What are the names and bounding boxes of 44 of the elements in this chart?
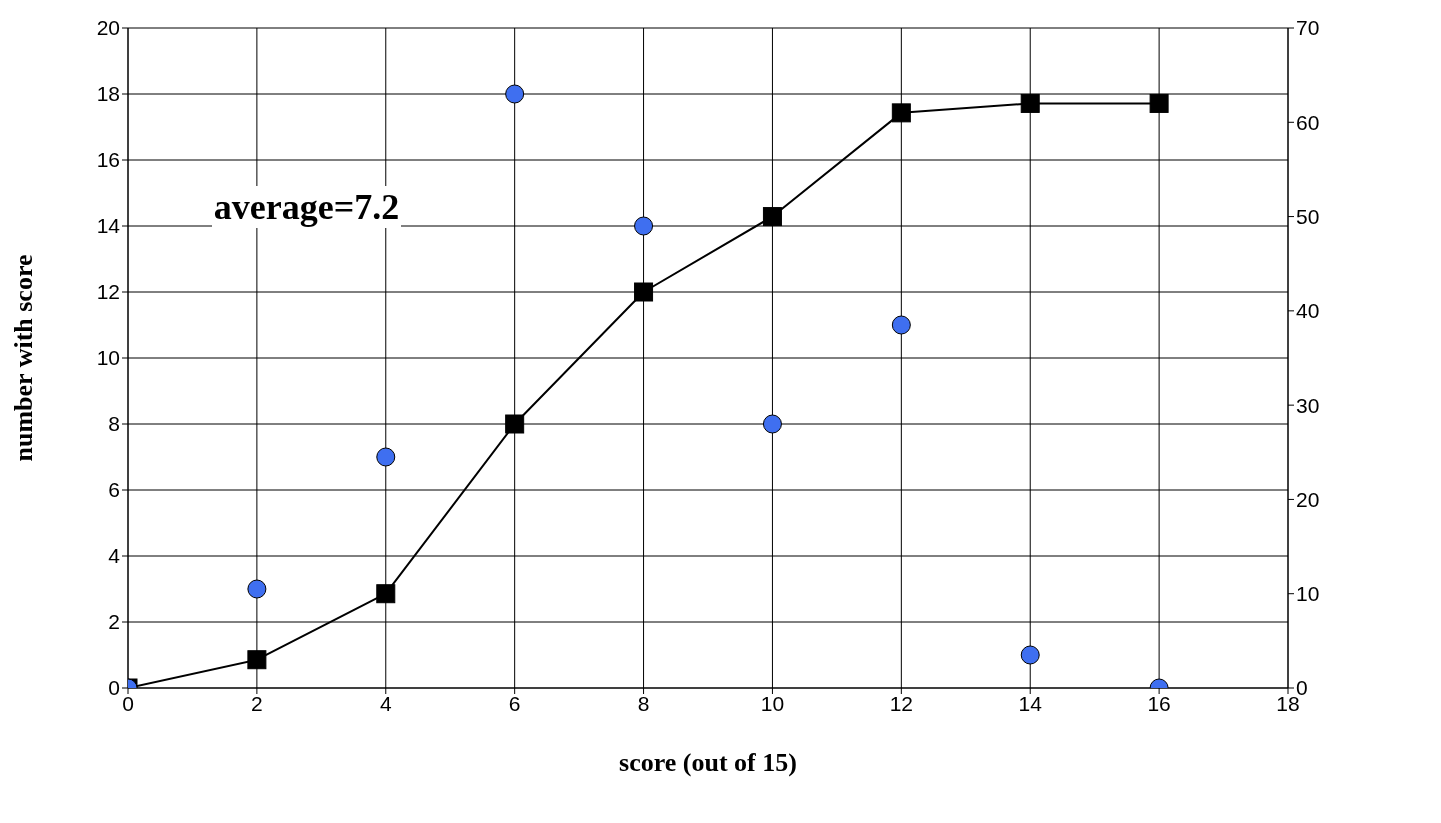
point xyxy=(634,216,654,236)
point xyxy=(505,414,525,434)
y-tick-label: 20 xyxy=(96,16,120,40)
point xyxy=(891,103,911,123)
y2-tick-label: 50 xyxy=(1296,205,1320,229)
point xyxy=(376,447,396,467)
y-tick-label: 0 xyxy=(108,676,120,700)
point xyxy=(1020,93,1040,113)
y-tick-label: 8 xyxy=(108,412,120,436)
y-tick-label: 14 xyxy=(96,214,121,238)
point xyxy=(1020,645,1040,665)
y-tick-label: 16 xyxy=(96,148,120,172)
y2-tick-label: 40 xyxy=(1296,299,1320,323)
x-tick-label: 8 xyxy=(637,691,650,715)
point xyxy=(891,315,911,335)
y2-tick-label: 60 xyxy=(1296,110,1320,134)
y2-tick-label: 20 xyxy=(1296,487,1320,511)
y-axis-title: number with score xyxy=(9,254,39,462)
x-axis-title: score (out of 15) xyxy=(619,748,797,778)
x-tick-label: 6 xyxy=(508,691,521,715)
point xyxy=(376,584,396,604)
annotation: average=7.2 xyxy=(211,186,402,229)
y-tick-label: 10 xyxy=(96,346,120,370)
x-tick-label: 12 xyxy=(889,691,914,715)
point xyxy=(247,579,267,599)
point xyxy=(247,650,267,670)
point xyxy=(762,207,782,227)
y-tick-label: 12 xyxy=(96,280,120,304)
x-tick-label: 4 xyxy=(379,691,392,715)
point xyxy=(505,84,525,104)
x-tick-label: 10 xyxy=(760,691,785,715)
y-tick-label: 18 xyxy=(96,82,120,106)
y2-tick-label: 10 xyxy=(1296,582,1320,606)
point xyxy=(634,282,654,302)
point xyxy=(762,414,782,434)
y-tick-label: 2 xyxy=(108,610,120,634)
point xyxy=(1149,93,1169,113)
x-tick-label: 16 xyxy=(1147,691,1171,715)
x-tick-label: 2 xyxy=(251,691,263,715)
y-tick-label: 4 xyxy=(108,544,121,568)
y-tick-label: 6 xyxy=(108,478,120,502)
y2-tick-label: 30 xyxy=(1296,393,1320,417)
y2-tick-label: 70 xyxy=(1296,16,1320,40)
x-tick-label: 14 xyxy=(1018,691,1043,715)
